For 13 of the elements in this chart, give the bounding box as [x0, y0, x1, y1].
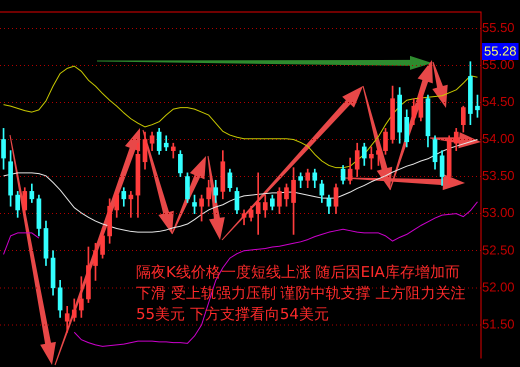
y-tick-label: 52.50: [482, 242, 515, 258]
candlestick: [376, 146, 381, 166]
y-tick-label: 53.50: [482, 168, 515, 184]
y-tick-label: 55.00: [482, 56, 515, 72]
y-tick-label: 54.00: [482, 131, 515, 146]
candlestick: [192, 194, 197, 214]
y-tick-label: 53.00: [482, 205, 515, 220]
y-tick-label: 52.00: [482, 279, 515, 294]
y-tick-label: 55.50: [482, 20, 515, 35]
y-tick-label: 51.50: [482, 316, 515, 332]
text: 55.28: [484, 44, 517, 59]
y-tick-label: 54.50: [482, 94, 515, 110]
candlestick: [475, 94, 480, 118]
